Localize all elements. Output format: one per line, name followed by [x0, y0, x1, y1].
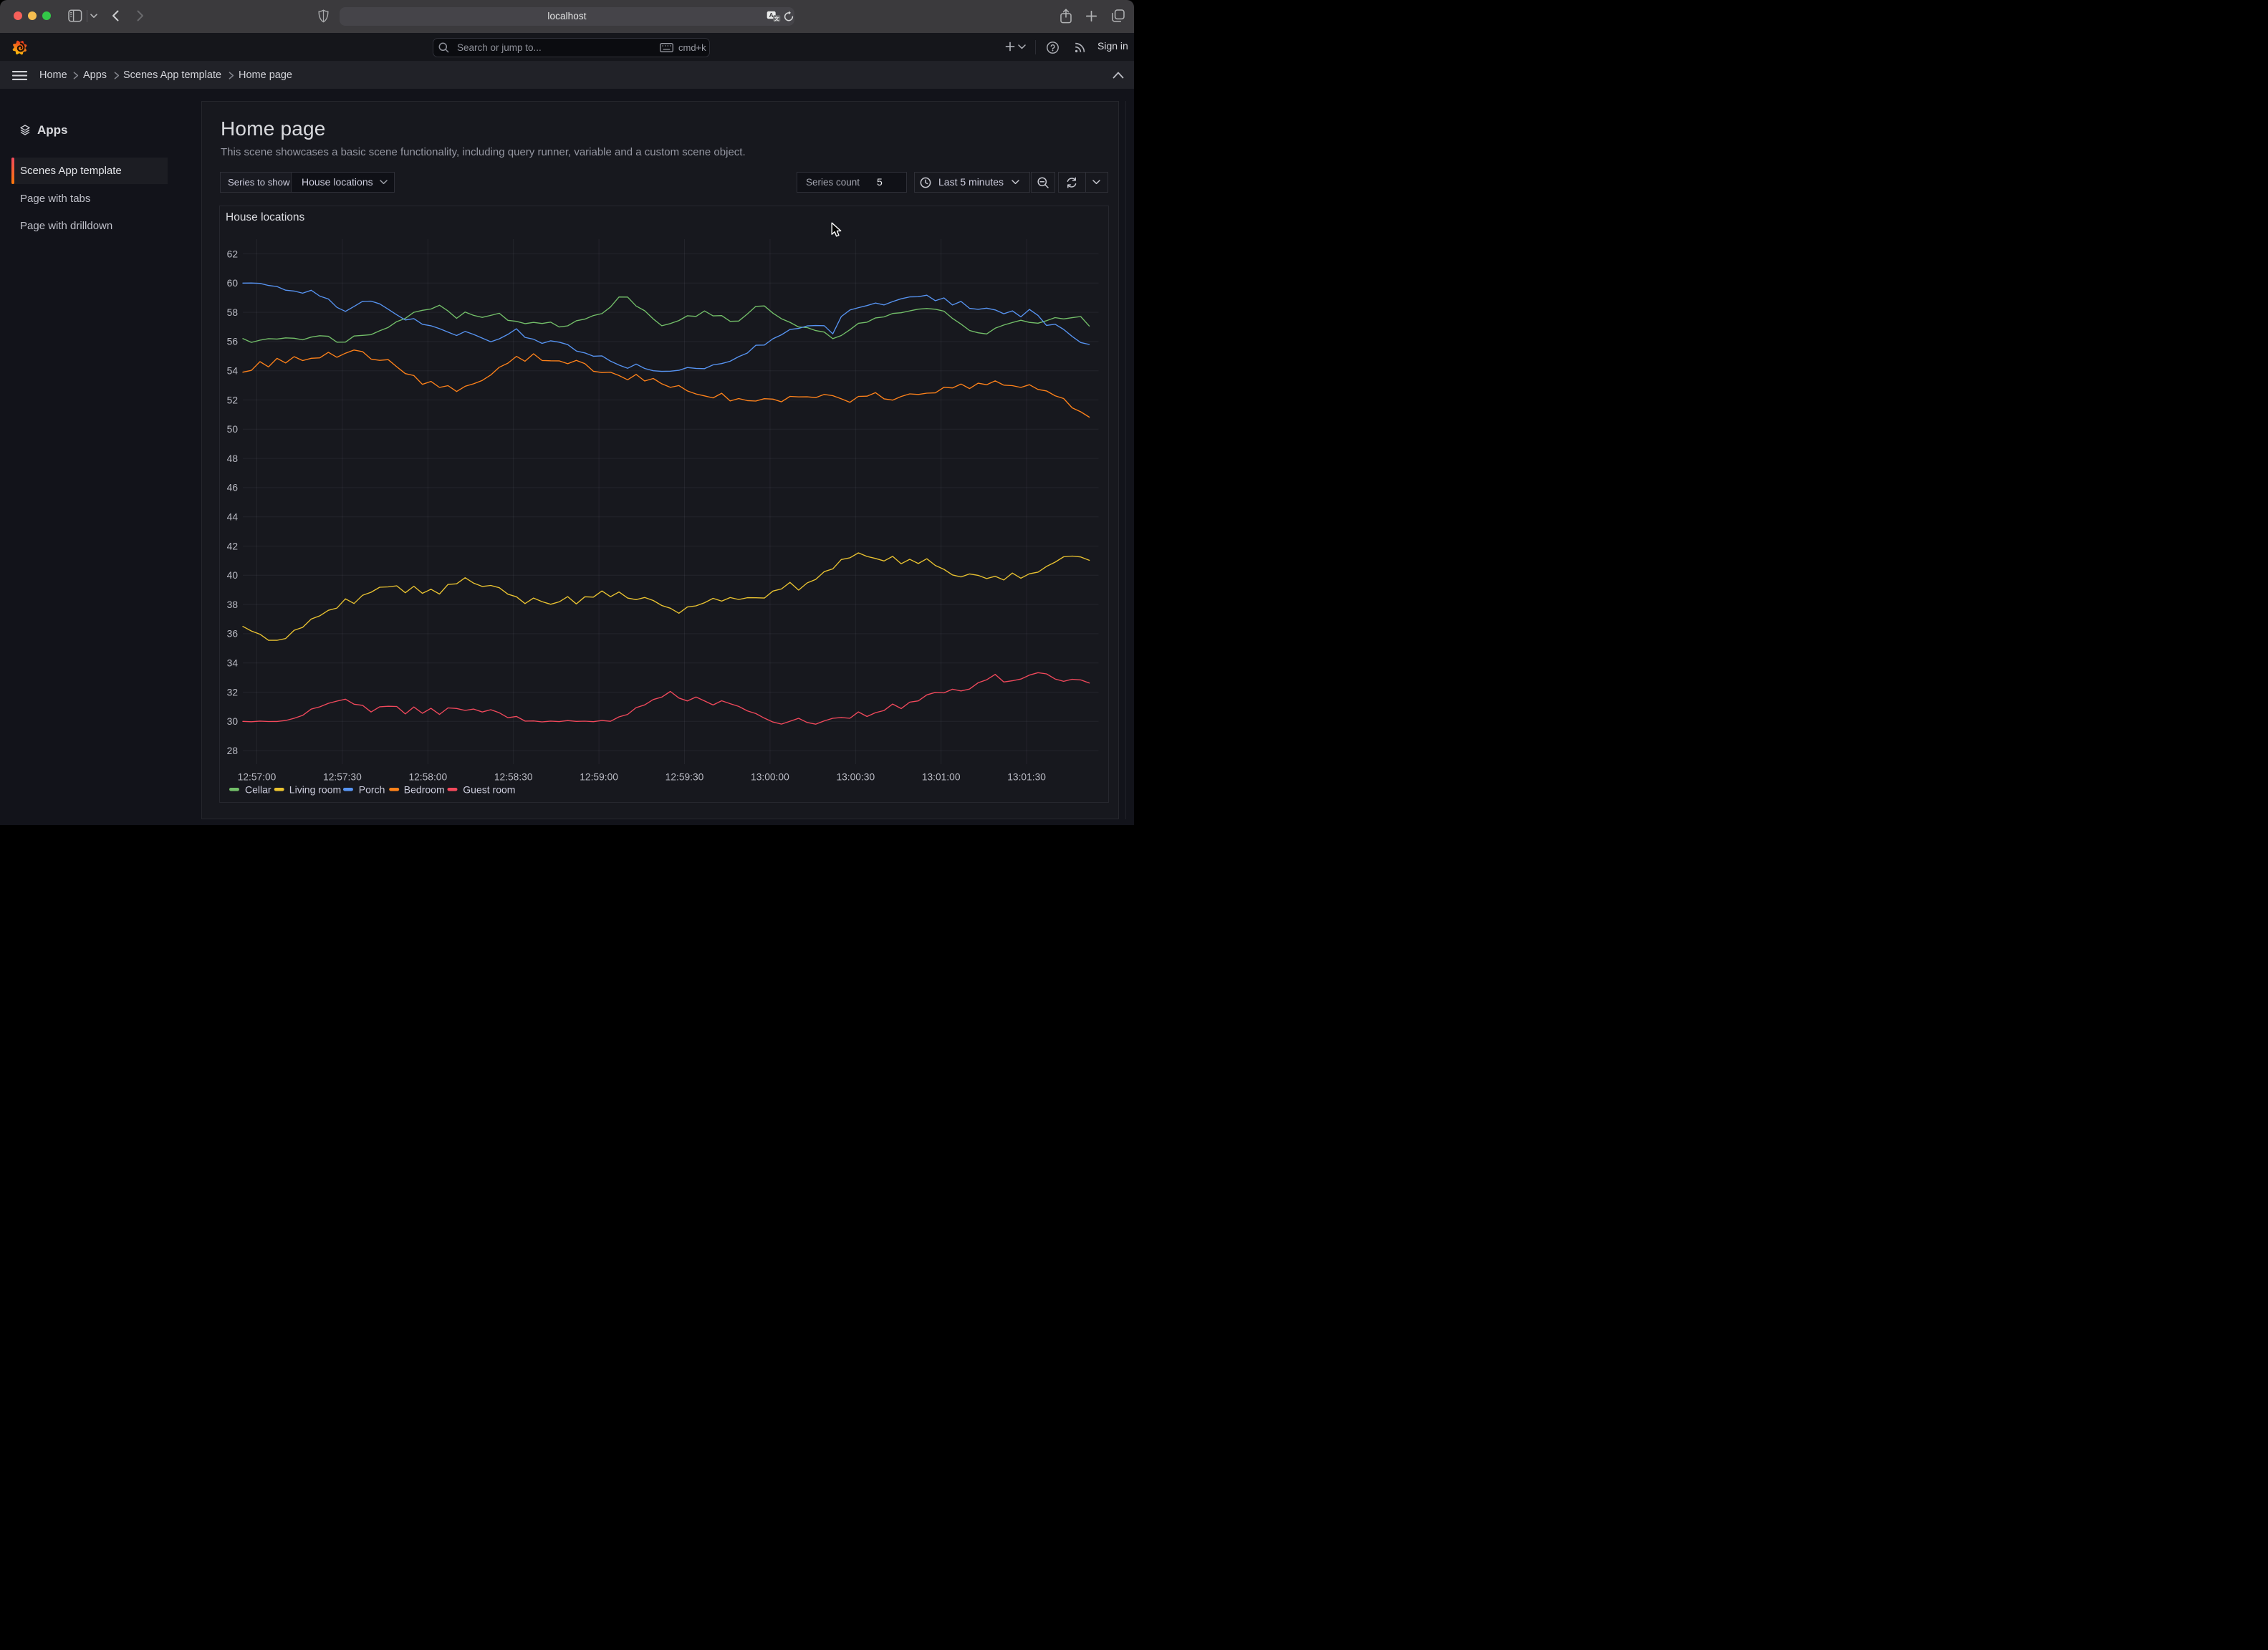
svg-text:13:01:30: 13:01:30	[1007, 772, 1046, 783]
svg-text:12:59:30: 12:59:30	[665, 772, 704, 783]
svg-text:32: 32	[227, 687, 238, 698]
svg-text:Cellar: Cellar	[245, 784, 272, 796]
svg-text:Bedroom: Bedroom	[404, 784, 445, 796]
svg-text:Guest room: Guest room	[463, 784, 515, 796]
svg-text:50: 50	[227, 424, 239, 435]
svg-text:13:00:00: 13:00:00	[751, 772, 789, 783]
svg-text:文: 文	[774, 15, 780, 21]
svg-text:12:57:00: 12:57:00	[238, 772, 277, 783]
svg-text:12:59:00: 12:59:00	[580, 772, 618, 783]
svg-text:Living room: Living room	[289, 784, 341, 796]
svg-text:13:01:00: 13:01:00	[922, 772, 961, 783]
svg-text:54: 54	[227, 366, 239, 377]
svg-text:Porch: Porch	[359, 784, 385, 796]
svg-text:48: 48	[227, 453, 239, 464]
svg-text:46: 46	[227, 483, 239, 493]
svg-text:38: 38	[227, 599, 239, 610]
svg-text:12:58:00: 12:58:00	[408, 772, 447, 783]
svg-text:A: A	[769, 11, 774, 19]
svg-text:36: 36	[227, 629, 239, 640]
svg-text:52: 52	[227, 395, 238, 405]
svg-text:34: 34	[227, 658, 239, 669]
svg-text:13:00:30: 13:00:30	[836, 772, 875, 783]
svg-text:56: 56	[227, 337, 239, 347]
svg-text:44: 44	[227, 512, 239, 523]
svg-text:12:58:30: 12:58:30	[494, 772, 533, 783]
svg-text:30: 30	[227, 716, 239, 727]
svg-text:42: 42	[227, 541, 238, 551]
svg-text:40: 40	[227, 570, 239, 581]
svg-text:62: 62	[227, 249, 238, 259]
svg-text:28: 28	[227, 746, 239, 756]
svg-text:12:57:30: 12:57:30	[323, 772, 362, 783]
svg-text:58: 58	[227, 307, 239, 318]
svg-text:60: 60	[227, 278, 239, 289]
